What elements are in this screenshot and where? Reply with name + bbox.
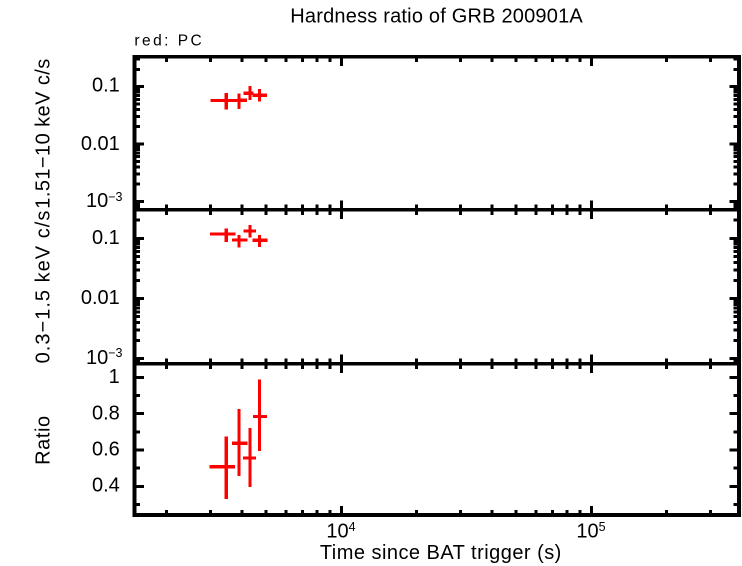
svg-text:1: 1 — [109, 366, 120, 388]
svg-text:0.01: 0.01 — [81, 133, 120, 155]
svg-text:0.6: 0.6 — [92, 438, 120, 460]
svg-text:0.1: 0.1 — [92, 75, 120, 97]
svg-text:Hardness ratio of GRB 200901A: Hardness ratio of GRB 200901A — [290, 6, 583, 28]
svg-text:Time since BAT trigger (s): Time since BAT trigger (s) — [320, 542, 561, 564]
svg-text:0.01: 0.01 — [81, 287, 120, 309]
svg-text:0.4: 0.4 — [92, 475, 120, 497]
svg-text:0.8: 0.8 — [92, 402, 120, 424]
svg-text:0.1: 0.1 — [92, 227, 120, 249]
svg-text:0.3−1.5 keV c/s: 0.3−1.5 keV c/s — [32, 211, 54, 364]
svg-text:red: PC: red: PC — [134, 32, 201, 49]
svg-text:Ratio: Ratio — [32, 416, 54, 465]
svg-text:105: 105 — [576, 520, 605, 543]
svg-text:104: 104 — [326, 520, 355, 543]
svg-text:1.51−10 keV c/s: 1.51−10 keV c/s — [32, 59, 54, 209]
